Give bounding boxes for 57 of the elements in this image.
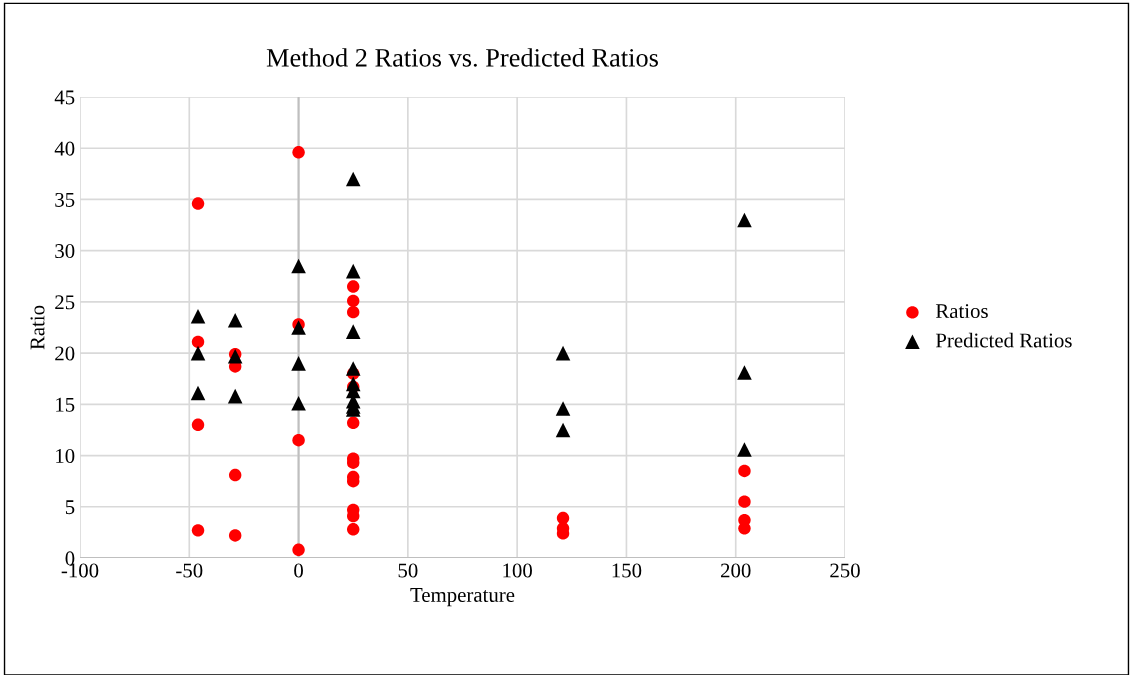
x-tick-label: 50	[398, 563, 418, 578]
point	[191, 197, 205, 210]
y-tick-label: 40	[54, 141, 75, 156]
point	[345, 171, 361, 187]
point	[191, 335, 205, 349]
y-tick-label: 45	[54, 90, 75, 105]
x-tick-label: 250	[830, 563, 860, 578]
point	[738, 495, 751, 508]
point	[556, 511, 570, 525]
x-tick-label: 150	[612, 563, 642, 578]
x-tick-label: 0	[294, 563, 303, 578]
x-tick-label: 100	[503, 563, 532, 578]
point	[345, 263, 361, 279]
point	[291, 396, 306, 411]
point	[292, 433, 305, 447]
point	[190, 308, 206, 324]
point	[291, 320, 306, 335]
y-tick-label: 10	[56, 448, 75, 463]
y-tick-label: 35	[55, 192, 75, 207]
y-tick-label: 20	[55, 346, 75, 361]
point	[190, 385, 206, 401]
point	[347, 280, 360, 293]
point	[555, 401, 571, 416]
legend-label: Predicted Ratios	[935, 332, 1072, 348]
point	[292, 543, 305, 557]
x-tick-label: 200	[721, 563, 751, 578]
point	[347, 523, 360, 536]
x-tick-label: -50	[176, 563, 203, 578]
point	[190, 345, 206, 361]
point	[227, 313, 243, 328]
point	[737, 212, 752, 228]
y-axis-title: Ratio	[30, 305, 45, 350]
point	[228, 529, 242, 542]
point	[555, 422, 571, 438]
point	[737, 365, 752, 380]
point	[737, 442, 752, 457]
point	[347, 416, 360, 429]
y-tick-label: 15	[56, 397, 75, 412]
point	[345, 324, 361, 339]
y-tick-label: 5	[65, 500, 75, 515]
point	[191, 418, 205, 432]
point	[555, 345, 571, 361]
point	[228, 468, 242, 482]
y-tick-label: 25	[55, 295, 75, 310]
point	[191, 524, 205, 537]
chart-title: Method 2 Ratios vs. Predicted Ratios	[266, 48, 658, 67]
point	[347, 305, 360, 319]
legend-label: Ratios	[935, 304, 988, 319]
point	[227, 388, 243, 404]
point	[738, 464, 751, 478]
point	[347, 294, 360, 308]
point	[292, 146, 305, 159]
point	[345, 361, 361, 376]
x-axis-title: Temperature	[410, 588, 515, 607]
point	[291, 258, 306, 274]
y-tick-label: 30	[55, 244, 75, 259]
point	[291, 356, 306, 371]
